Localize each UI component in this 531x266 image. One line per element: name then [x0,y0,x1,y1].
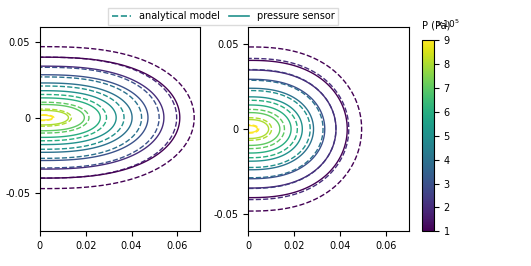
Text: P (Pa): P (Pa) [422,20,450,30]
Legend: analytical model, pressure sensor: analytical model, pressure sensor [108,7,338,25]
Text: $\times$10$^{5}$: $\times$10$^{5}$ [435,18,459,30]
